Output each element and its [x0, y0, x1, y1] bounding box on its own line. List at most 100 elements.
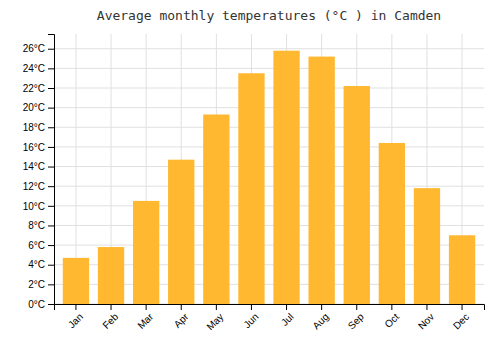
tick: 10°C	[23, 201, 54, 212]
tick: 22°C	[23, 83, 54, 94]
tick-label: May	[204, 311, 225, 332]
tick: Jul	[279, 304, 296, 328]
tick: Apr	[172, 304, 191, 330]
tick: 24°C	[23, 63, 54, 74]
tick-mark	[48, 206, 54, 207]
tick-label: Mar	[135, 311, 155, 331]
bar	[133, 201, 159, 304]
bar	[344, 86, 370, 304]
y-axis: 0°C2°C4°C6°C8°C10°C12°C14°C16°C18°C20°C2…	[23, 35, 55, 310]
tick-mark	[48, 284, 54, 285]
tick-label: Dec	[451, 311, 471, 331]
tick: Oct	[382, 304, 401, 330]
tick-mark	[48, 225, 54, 226]
grid-line	[54, 68, 484, 69]
tick-label: 22°C	[23, 83, 45, 94]
bar	[168, 160, 194, 304]
grid-line	[54, 107, 484, 108]
tick-label: Jul	[279, 311, 296, 328]
chart: 0°C2°C4°C6°C8°C10°C12°C14°C16°C18°C20°C2…	[0, 0, 500, 350]
grid-line	[54, 186, 484, 187]
tick-label: Oct	[382, 311, 401, 330]
grid-line	[54, 88, 484, 89]
tick-label: 6°C	[28, 240, 45, 251]
tick: 20°C	[23, 102, 54, 113]
bar	[98, 247, 124, 304]
tick-mark	[48, 127, 54, 128]
tick-mark	[321, 304, 322, 310]
tick: Jan	[66, 304, 85, 330]
tick-label: Apr	[172, 311, 191, 330]
tick-mark	[48, 88, 54, 89]
tick-label: Aug	[310, 311, 330, 331]
tick-mark	[181, 304, 182, 310]
tick-label: 12°C	[23, 181, 45, 192]
tick-mark	[48, 167, 54, 168]
tick-label: 10°C	[23, 201, 45, 212]
tick-label: 0°C	[28, 299, 45, 310]
bar	[63, 258, 89, 304]
tick: 8°C	[28, 220, 54, 231]
tick-mark	[75, 304, 76, 310]
bar	[203, 115, 229, 304]
tick-mark	[111, 304, 112, 310]
plot-area: 0°C2°C4°C6°C8°C10°C12°C14°C16°C18°C20°C2…	[23, 34, 485, 332]
tick-label: 20°C	[23, 102, 45, 113]
bar	[273, 51, 299, 304]
tick-label: 26°C	[23, 43, 45, 54]
tick: 2°C	[28, 279, 54, 290]
tick-label: 24°C	[23, 63, 45, 74]
grid-line	[54, 127, 484, 128]
tick-mark	[356, 304, 357, 310]
tick-mark	[391, 304, 392, 310]
tick: 16°C	[23, 142, 54, 153]
tick-label: Feb	[100, 311, 120, 331]
grid-line	[54, 146, 484, 147]
tick: May	[204, 304, 225, 332]
tick: Jun	[241, 304, 260, 330]
tick: Aug	[310, 304, 330, 331]
axis-line	[55, 305, 485, 311]
bar	[308, 57, 334, 304]
tick: 0°C	[28, 299, 54, 310]
axis-line	[48, 35, 55, 305]
tick-label: 14°C	[23, 161, 45, 172]
tick-mark	[426, 304, 427, 310]
tick: 26°C	[23, 43, 54, 54]
bar	[379, 143, 405, 304]
tick-mark	[48, 49, 54, 50]
tick-label: Sep	[346, 311, 367, 332]
tick: Nov	[416, 304, 436, 331]
tick-mark	[462, 304, 463, 310]
tick-label: Jan	[66, 311, 85, 330]
bars	[63, 51, 475, 304]
tick: 18°C	[23, 122, 54, 133]
bar	[238, 73, 264, 304]
tick-mark	[286, 304, 287, 310]
grid-line	[54, 48, 484, 49]
tick-label: Jun	[241, 311, 260, 330]
tick: Feb	[100, 304, 120, 331]
tick-mark	[48, 265, 54, 266]
tick: 14°C	[23, 161, 54, 172]
grid-line	[54, 166, 484, 167]
tick-label: Nov	[416, 311, 436, 331]
tick: 6°C	[28, 240, 54, 251]
tick-mark	[48, 304, 54, 305]
tick-mark	[48, 68, 54, 69]
tick-label: 16°C	[23, 142, 45, 153]
tick-mark	[48, 147, 54, 148]
tick-mark	[216, 304, 217, 310]
tick-mark	[48, 108, 54, 109]
x-axis: Jan Feb Mar Apr May Jun Jul Aug Sep Oct Nov Dec	[55, 304, 485, 332]
tick-mark	[48, 186, 54, 187]
tick-mark	[251, 304, 252, 310]
tick: Mar	[135, 304, 155, 331]
title: Average monthly temperatures (°C ) in Ca…	[97, 8, 441, 23]
bar	[414, 188, 440, 304]
bar	[449, 235, 475, 304]
tick-label: 2°C	[28, 279, 45, 290]
tick: Dec	[451, 304, 471, 331]
tick: 12°C	[23, 181, 54, 192]
tick-label: 18°C	[23, 122, 45, 133]
